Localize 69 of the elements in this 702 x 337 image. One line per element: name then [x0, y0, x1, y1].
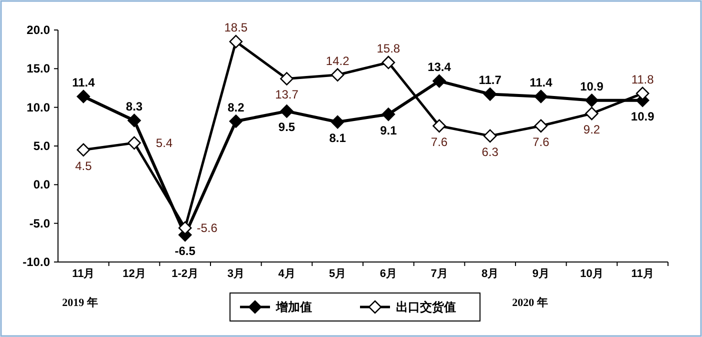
point: [432, 119, 446, 133]
point: [585, 94, 598, 108]
point: [280, 104, 294, 118]
x-tick-label: 11月: [631, 268, 654, 280]
x-tick-label: 4月: [278, 268, 296, 280]
data-label: 13.4: [428, 60, 452, 74]
x-tick-label: 7月: [430, 268, 448, 280]
point: [382, 108, 396, 121]
y-tick-label: 15.0: [26, 62, 50, 76]
y-tick-label: -10.0: [22, 255, 50, 269]
data-label: 8.1: [329, 131, 346, 146]
data-label: 7.6: [430, 134, 448, 149]
x-tick-label: 12月: [122, 268, 146, 280]
data-label: -5.6: [196, 220, 218, 235]
x-tick-label: 3月: [227, 268, 244, 280]
point: [483, 129, 497, 143]
data-label: 10.9: [630, 109, 655, 124]
data-label: 8.3: [126, 99, 143, 114]
x-tick-label: 6月: [380, 268, 397, 280]
data-label: 11.7: [478, 73, 502, 88]
data-label: -6.5: [174, 244, 196, 258]
x-tick-label: 10月: [580, 268, 604, 280]
data-label: 11.4: [72, 76, 96, 90]
point: [382, 56, 396, 70]
point: [229, 34, 243, 48]
y-tick-label: 10.0: [26, 100, 50, 114]
point: [229, 114, 243, 128]
x-tick-label: 8月: [482, 268, 499, 280]
point: [280, 72, 294, 86]
data-label: 10.9: [580, 79, 604, 94]
data-label: 9.1: [380, 123, 398, 138]
point: [128, 114, 141, 128]
x-tick-label: 1-2月: [172, 268, 199, 280]
data-label: 8.2: [228, 100, 245, 114]
data-label: 5.4: [156, 136, 173, 150]
point: [178, 221, 192, 235]
x-tick-label: 5月: [329, 268, 346, 280]
point: [636, 86, 650, 100]
data-label: 11.4: [530, 76, 553, 90]
point: [330, 115, 344, 129]
point: [534, 90, 548, 104]
data-label: 6.3: [482, 144, 499, 159]
y-tick-label: 20.0: [26, 23, 50, 37]
point: [432, 74, 446, 88]
point: [76, 143, 90, 157]
data-label: 11.8: [631, 72, 654, 86]
data-label: 15.8: [376, 41, 400, 56]
data-label: 14.2: [326, 54, 350, 68]
y-tick-label: 0.0: [33, 178, 50, 192]
point: [483, 88, 497, 101]
text: 2020 年: [512, 296, 548, 309]
data-label: 9.2: [583, 122, 600, 137]
point: [534, 119, 548, 133]
y-tick-label: 5.0: [33, 139, 50, 153]
x-tick-label: 11月: [72, 268, 95, 280]
data-label: 13.7: [275, 88, 299, 102]
legend-label: 出口交货值: [396, 300, 456, 314]
point: [128, 136, 141, 150]
point: [585, 106, 598, 120]
point: [76, 90, 90, 104]
text: 2019 年: [62, 296, 98, 309]
y-tick-label: -5.0: [29, 216, 50, 230]
data-label: 4.5: [75, 158, 92, 173]
x-tick-label: 9月: [532, 268, 550, 280]
data-label: 18.5: [224, 20, 248, 35]
legend-label: 增加值: [275, 300, 312, 314]
data-label: 7.6: [532, 134, 550, 149]
point: [330, 68, 344, 82]
data-label: 9.5: [278, 120, 296, 134]
